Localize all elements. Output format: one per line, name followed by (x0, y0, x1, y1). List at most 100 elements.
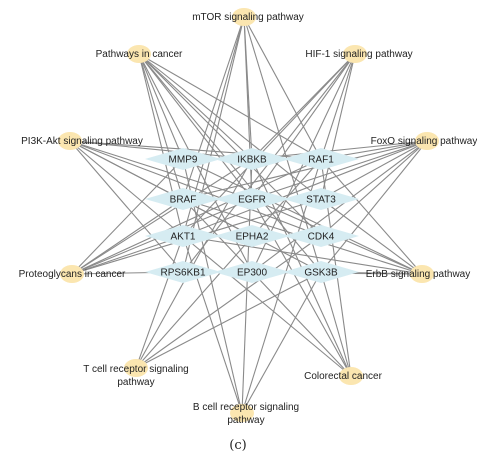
edge-mtor-RAF1 (243, 16, 322, 160)
pathway-node-shape (415, 132, 439, 150)
pathway-label: B cell receptor signaling pathway (193, 402, 299, 426)
edge-erbb-AKT1 (182, 235, 423, 275)
pathway-node-foxo: FoxO signaling pathway (371, 132, 477, 150)
pathway-node-shape (343, 45, 367, 63)
edge-proteo-MMP9 (71, 158, 184, 275)
gene-label: AKT1 (170, 232, 195, 243)
edge-hif1-EGFR (251, 53, 356, 200)
edge-cancer-IKBKB (138, 53, 253, 160)
edge-erbb-RAF1 (320, 158, 423, 275)
gene-label: GSK3B (304, 268, 338, 279)
edge-pi3k-IKBKB (69, 140, 253, 160)
figure-caption: (c) (229, 438, 246, 453)
edge-foxo-IKBKB (251, 140, 428, 160)
edge-tcell-AKT1 (135, 235, 184, 369)
pathway-node-tcell: T cell receptor signaling pathway (83, 359, 189, 388)
gene-node-akt1: AKT1 (145, 225, 221, 247)
pathway-label: PI3K-Akt signaling pathway (21, 136, 143, 147)
pathway-node-shape (230, 404, 254, 422)
pathway-node-erbb: ErbB signaling pathway (366, 265, 471, 283)
gene-label: CDK4 (308, 232, 335, 243)
edge-bcell-GSK3B (241, 271, 322, 414)
pathway-label: FoxO signaling pathway (371, 136, 477, 147)
gene-label: IKBKB (237, 155, 267, 166)
edge-foxo-GSK3B (320, 140, 428, 273)
gene-node-shape (283, 148, 359, 170)
pathway-node-hif1: HIF-1 signaling pathway (305, 45, 413, 63)
pathway-node-colo: Colorectal cancer (304, 367, 383, 385)
edge-colo-BRAF (182, 198, 352, 377)
edge-cancer-CDK4 (138, 53, 322, 237)
edge-tcell-RAF1 (135, 158, 322, 369)
pathway-label: Colorectal cancer (304, 371, 382, 382)
gene-node-ikbkb: IKBKB (214, 148, 290, 170)
edge-pi3k-RPS6KB1 (69, 140, 184, 273)
pathway-node-shape (339, 367, 363, 385)
gene-node-cdk4: CDK4 (283, 225, 359, 247)
pathway-node-shape (124, 359, 148, 377)
edge-bcell-AKT1 (182, 235, 243, 414)
edge-erbb-MMP9 (182, 158, 423, 275)
gene-node-stat3: STAT3 (283, 188, 359, 210)
pathway-node-shape (60, 265, 84, 283)
edge-hif1-IKBKB (251, 53, 356, 160)
gene-node-epha2: EPHA2 (214, 225, 290, 247)
edge-hif1-STAT3 (320, 53, 356, 200)
pathway-label: HIF-1 signaling pathway (305, 49, 412, 60)
edge-foxo-AKT1 (182, 140, 428, 237)
gene-node-rps6kb1: RPS6KB1 (145, 261, 221, 283)
pathway-label: T cell receptor signaling pathway (83, 364, 188, 388)
gene-node-shape (283, 261, 359, 283)
edge-pi3k-EPHA2 (69, 140, 253, 237)
gene-node-mmp9: MMP9 (145, 148, 221, 170)
gene-node-raf1: RAF1 (283, 148, 359, 170)
gene-node-egfr: EGFR (214, 188, 290, 210)
gene-label: EP300 (237, 268, 267, 279)
pathway-label: Pathways in cancer (96, 49, 183, 60)
pathway-node-mtor: mTOR signaling pathway (192, 8, 304, 26)
edge-foxo-CDK4 (320, 140, 428, 237)
edge-pi3k-CDK4 (69, 140, 322, 237)
pathway-node-shape (127, 45, 151, 63)
gene-label: RPS6KB1 (160, 268, 205, 279)
gene-label: BRAF (170, 195, 197, 206)
gene-node-shape (283, 225, 359, 247)
gene-node-shape (214, 148, 290, 170)
edge-foxo-BRAF (182, 140, 428, 200)
pathway-node-shape (410, 265, 434, 283)
pathway-node-shape (232, 8, 256, 26)
gene-node-shape (145, 188, 221, 210)
gene-node-braf: BRAF (145, 188, 221, 210)
nodes-layer: mTOR signaling pathway Pathways in cancer… (19, 8, 477, 426)
edge-colo-AKT1 (182, 235, 352, 377)
gene-node-shape (214, 188, 290, 210)
edge-hif1-AKT1 (182, 53, 356, 237)
gene-node-shape (145, 261, 221, 283)
edge-tcell-GSK3B (135, 271, 322, 369)
gene-label: STAT3 (306, 195, 336, 206)
edge-cancer-MMP9 (138, 53, 184, 160)
pathway-node-cancer: Pathways in cancer (96, 45, 183, 63)
edge-cancer-RAF1 (138, 53, 322, 160)
gene-node-ep300: EP300 (214, 261, 290, 283)
edge-foxo-EGFR (251, 140, 428, 200)
gene-node-gsk3b: GSK3B (283, 261, 359, 283)
edge-proteo-BRAF (71, 198, 184, 275)
gene-node-shape (283, 188, 359, 210)
edge-cancer-AKT1 (138, 53, 184, 237)
edge-erbb-STAT3 (320, 198, 423, 275)
edge-pi3k-AKT1 (69, 140, 184, 237)
pathway-label: ErbB signaling pathway (366, 269, 471, 280)
pathway-node-shape (58, 132, 82, 150)
edge-tcell-CDK4 (135, 235, 322, 369)
edge-foxo-STAT3 (320, 140, 428, 200)
edges-layer (69, 16, 428, 414)
pathway-label: mTOR signaling pathway (192, 12, 304, 23)
gene-node-shape (145, 225, 221, 247)
edge-proteo-AKT1 (71, 235, 184, 275)
edge-cancer-STAT3 (138, 53, 322, 200)
gene-label: EPHA2 (236, 232, 269, 243)
pathway-node-bcell: B cell receptor signaling pathway (193, 402, 299, 426)
edge-hif1-RAF1 (320, 53, 356, 160)
